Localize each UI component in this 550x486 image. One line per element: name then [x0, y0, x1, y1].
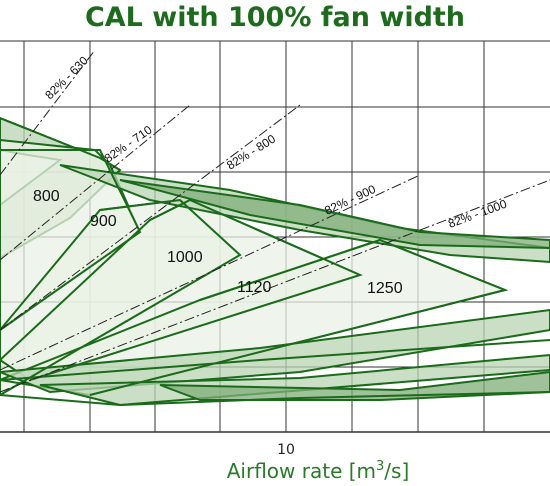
- band-low-3: [159, 370, 550, 401]
- efficiency-label: 82% - 630: [42, 53, 91, 102]
- efficiency-line: [0, 104, 191, 261]
- category-label: 800: [33, 188, 60, 205]
- efficiency-line: [0, 104, 301, 331]
- category-label: 1250: [367, 280, 403, 297]
- category-label: 1000: [167, 249, 203, 266]
- category-label: 900: [90, 213, 117, 230]
- efficiency-label: 82% - 800: [224, 132, 278, 173]
- efficiency-label: 82% - 900: [322, 182, 378, 218]
- region-900-outer: [0, 138, 142, 332]
- fan-curve: [0, 339, 550, 381]
- fan-curve: [29, 198, 363, 381]
- efficiency-line: [0, 49, 96, 176]
- efficiency-label: 82% - 1000: [446, 197, 509, 231]
- chart-title: CAL with 100% fan width: [84, 2, 466, 33]
- category-labels: 800 900 1000 1120 1250: [33, 188, 403, 297]
- category-label: 1120: [237, 279, 272, 296]
- x-tick-label: 10: [277, 442, 295, 458]
- efficiency-label: 82% - 710: [102, 122, 155, 165]
- efficiency-line: [0, 174, 421, 371]
- efficiency-line: [0, 179, 550, 393]
- fan-curve: [0, 198, 242, 396]
- band-low-1: [0, 308, 550, 394]
- fan-curve: [0, 149, 142, 331]
- fan-curve: [0, 391, 550, 407]
- fan-regions: [0, 116, 550, 407]
- fan-curve: [89, 238, 509, 396]
- x-axis-label: Airflow rate [m3/s]: [227, 459, 410, 483]
